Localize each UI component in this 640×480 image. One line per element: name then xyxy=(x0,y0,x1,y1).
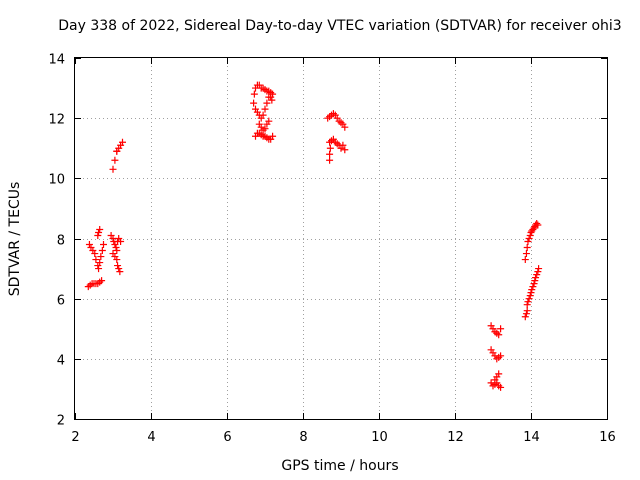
data-point xyxy=(119,138,126,146)
data-point xyxy=(528,286,536,294)
data-point xyxy=(523,307,531,315)
series-cluster-7h xyxy=(250,81,277,143)
data-point xyxy=(112,244,120,252)
data-point xyxy=(96,259,104,267)
data-point xyxy=(259,111,267,119)
x-tick-label: 12 xyxy=(447,430,464,445)
plot-frame xyxy=(74,57,608,420)
data-point xyxy=(341,123,349,131)
data-point xyxy=(265,117,273,125)
series-cluster-9h xyxy=(324,110,349,164)
data-point xyxy=(117,238,125,246)
data-point xyxy=(535,265,543,273)
data-point xyxy=(495,331,503,339)
x-tick-label: 2 xyxy=(71,430,79,445)
axis-ticks: 2 4 6 8 10 12 14 16 2 4 6 8 10 12 14 xyxy=(48,53,615,446)
data-point xyxy=(534,221,542,229)
data-point xyxy=(261,105,269,113)
data-point xyxy=(497,383,505,391)
data-point xyxy=(85,241,93,249)
data-point xyxy=(113,247,121,255)
data-point xyxy=(530,280,538,288)
data-point xyxy=(341,146,349,154)
data-point xyxy=(521,313,529,321)
data-point xyxy=(91,250,99,258)
data-point xyxy=(529,283,537,291)
data-point xyxy=(95,265,103,273)
data-point xyxy=(527,289,535,297)
data-point xyxy=(115,265,123,273)
data-point xyxy=(525,295,533,303)
x-tick-label: 16 xyxy=(599,430,616,445)
x-tick-label: 8 xyxy=(299,430,307,445)
data-point xyxy=(94,231,102,239)
x-axis-label: GPS time / hours xyxy=(281,458,398,474)
y-tick-label: 12 xyxy=(48,113,65,128)
series-cluster-2.5h-low xyxy=(84,225,107,291)
data-points xyxy=(84,81,543,391)
data-point xyxy=(524,298,532,306)
y-tick-label: 14 xyxy=(48,53,65,68)
data-point xyxy=(261,125,269,133)
data-point xyxy=(116,268,124,276)
y-axis-label: SDTVAR / TECUs xyxy=(7,182,23,297)
y-tick-label: 6 xyxy=(57,294,65,309)
data-point xyxy=(497,352,505,360)
y-tick-label: 2 xyxy=(57,414,65,429)
data-point xyxy=(326,156,334,164)
x-tick-label: 4 xyxy=(147,430,155,445)
series-cluster-14h xyxy=(521,219,543,321)
series-cluster-13h xyxy=(487,322,505,391)
data-point xyxy=(97,253,105,261)
data-point xyxy=(339,141,347,149)
data-point xyxy=(114,262,122,270)
data-point xyxy=(92,256,100,264)
y-tick-label: 8 xyxy=(57,234,65,249)
data-point xyxy=(326,150,334,158)
data-point xyxy=(526,231,534,239)
data-point xyxy=(497,325,505,333)
data-point xyxy=(525,235,533,242)
y-tick-label: 4 xyxy=(57,354,65,369)
data-point xyxy=(326,144,334,152)
x-tick-label: 14 xyxy=(523,430,540,445)
data-point xyxy=(95,228,103,236)
data-point xyxy=(532,274,540,282)
x-tick-label: 6 xyxy=(223,430,231,445)
data-point xyxy=(98,277,106,285)
data-point xyxy=(113,256,121,264)
y-tick-label: 10 xyxy=(48,173,65,188)
data-point xyxy=(522,250,530,258)
data-point xyxy=(263,99,271,107)
series-cluster-3h xyxy=(107,147,125,276)
data-point xyxy=(531,277,539,285)
data-point xyxy=(524,238,532,246)
data-point xyxy=(530,224,538,232)
data-point xyxy=(533,219,541,227)
data-point xyxy=(495,370,503,378)
data-point xyxy=(250,90,258,98)
data-point xyxy=(523,244,531,252)
data-point xyxy=(98,247,106,255)
data-point xyxy=(250,99,258,107)
data-point xyxy=(111,156,119,164)
data-point xyxy=(96,225,104,233)
data-point xyxy=(100,241,107,249)
chart-title: Day 338 of 2022, Sidereal Day-to-day VTE… xyxy=(58,18,621,34)
data-point xyxy=(533,271,541,279)
data-point xyxy=(526,292,534,300)
data-point xyxy=(109,165,117,173)
data-point xyxy=(522,310,530,318)
data-point xyxy=(523,301,531,309)
data-point xyxy=(521,256,529,264)
series-cluster-3h-rise xyxy=(113,138,126,155)
data-point xyxy=(534,268,542,276)
data-point xyxy=(267,93,275,101)
x-tick-label: 10 xyxy=(371,430,388,445)
data-point xyxy=(269,132,277,140)
data-point xyxy=(268,96,276,104)
